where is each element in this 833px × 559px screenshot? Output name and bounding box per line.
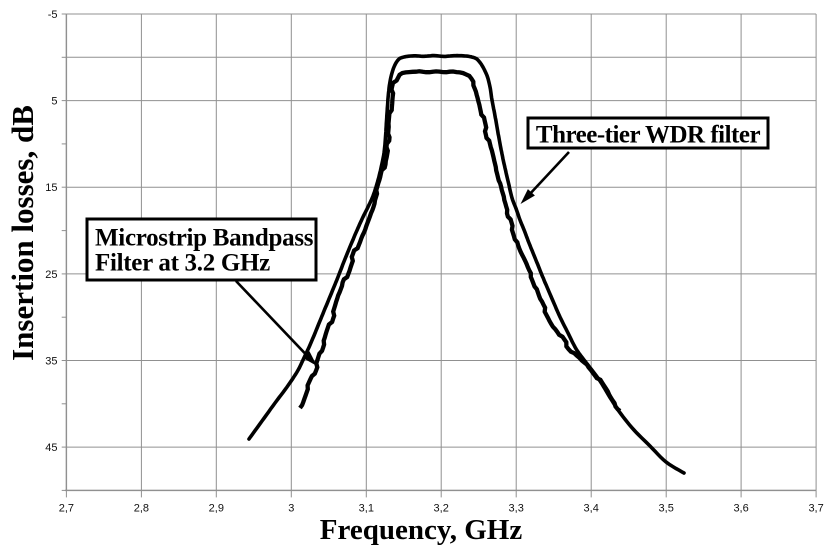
svg-text:2,9: 2,9 [209, 503, 224, 515]
svg-text:3,5: 3,5 [659, 503, 674, 515]
svg-text:Filter at 3.2 GHz: Filter at 3.2 GHz [95, 250, 270, 277]
svg-text:3,3: 3,3 [509, 503, 524, 515]
svg-text:Three-tier WDR filter: Three-tier WDR filter [536, 122, 761, 149]
svg-text:3,6: 3,6 [733, 503, 748, 515]
svg-text:15: 15 [45, 182, 57, 194]
svg-text:-5: -5 [48, 9, 58, 21]
svg-text:35: 35 [45, 356, 57, 368]
svg-text:3,4: 3,4 [584, 503, 599, 515]
svg-text:3: 3 [288, 503, 294, 515]
svg-text:Microstrip Bandpass: Microstrip Bandpass [95, 225, 314, 252]
svg-text:45: 45 [45, 442, 57, 454]
svg-text:3,7: 3,7 [808, 503, 823, 515]
svg-text:Insertion losses, dB: Insertion losses, dB [5, 105, 40, 361]
svg-text:5: 5 [51, 96, 57, 108]
svg-text:Frequency, GHz: Frequency, GHz [320, 514, 523, 546]
svg-text:2,8: 2,8 [134, 503, 149, 515]
svg-text:25: 25 [45, 269, 57, 281]
svg-text:2,7: 2,7 [59, 503, 74, 515]
svg-text:3,2: 3,2 [434, 503, 449, 515]
svg-text:3,1: 3,1 [359, 503, 374, 515]
